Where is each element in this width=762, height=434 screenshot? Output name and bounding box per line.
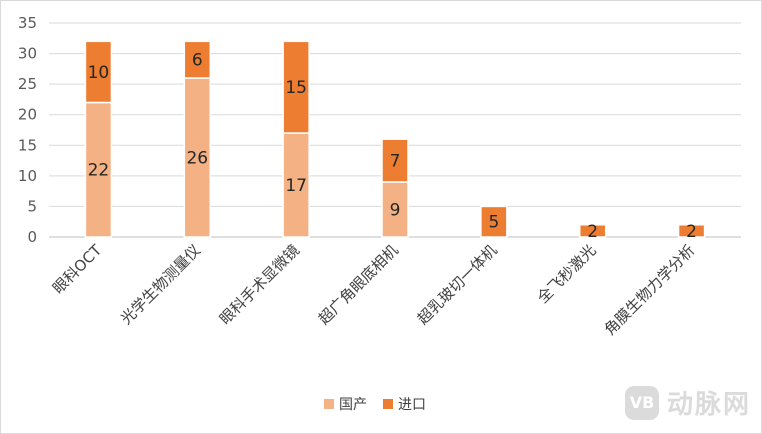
x-category-label: 超广角眼底相机 xyxy=(315,241,402,328)
x-category-label: 角膜生物力学分析 xyxy=(601,241,699,339)
y-tick-label: 15 xyxy=(18,136,37,154)
y-tick-label: 35 xyxy=(18,14,37,32)
data-label: 2 xyxy=(587,222,598,242)
y-tick-label: 10 xyxy=(18,167,37,185)
data-label: 5 xyxy=(488,213,499,233)
watermark-logo-icon: VB xyxy=(624,385,659,420)
bar-segment-import xyxy=(677,224,706,238)
bar-segment-import xyxy=(381,138,409,183)
data-label: 26 xyxy=(186,149,208,169)
data-label: 22 xyxy=(88,161,110,181)
y-tick-label: 0 xyxy=(27,228,37,246)
watermark-text: 动脉网 xyxy=(666,390,751,420)
bar-segment-import xyxy=(282,40,310,134)
x-category-label: 光学生物测量仪 xyxy=(117,241,204,328)
data-label: 17 xyxy=(285,176,307,196)
data-label: 7 xyxy=(390,152,401,172)
bar-segment-domestic xyxy=(84,101,113,238)
data-label: 9 xyxy=(390,200,401,220)
watermark: VB 动脉网 xyxy=(624,384,751,421)
y-tick-label: 20 xyxy=(18,106,37,124)
bar-segment-import xyxy=(84,40,113,104)
x-category-label: 眼科手术显微镜 xyxy=(216,241,303,328)
x-category-label: 眼科OCT xyxy=(49,241,106,298)
legend-swatch-domestic xyxy=(324,399,334,409)
legend-label-domestic: 国产 xyxy=(339,397,367,413)
x-category-label: 超乳玻切一体机 xyxy=(414,241,501,328)
legend-item-import: 进口 xyxy=(383,394,426,414)
data-label: 10 xyxy=(88,63,110,83)
bar-segment-import xyxy=(183,40,212,79)
legend-swatch-import xyxy=(383,399,393,409)
legend-label-import: 进口 xyxy=(398,397,426,413)
y-tick-label: 30 xyxy=(18,45,37,63)
legend: 国产 进口 xyxy=(324,394,426,414)
legend-item-domestic: 国产 xyxy=(324,394,367,414)
bar-segment-domestic xyxy=(183,77,212,238)
bar-segment-domestic xyxy=(282,132,310,238)
data-label: 6 xyxy=(192,51,203,71)
x-category-label: 全飞秒激光 xyxy=(534,241,600,307)
y-tick-label: 25 xyxy=(18,75,37,93)
data-label: 2 xyxy=(686,222,697,242)
y-tick-label: 5 xyxy=(27,197,37,215)
data-label: 15 xyxy=(285,78,307,98)
bar-segment-import xyxy=(480,205,508,238)
bar-segment-import xyxy=(578,224,607,238)
